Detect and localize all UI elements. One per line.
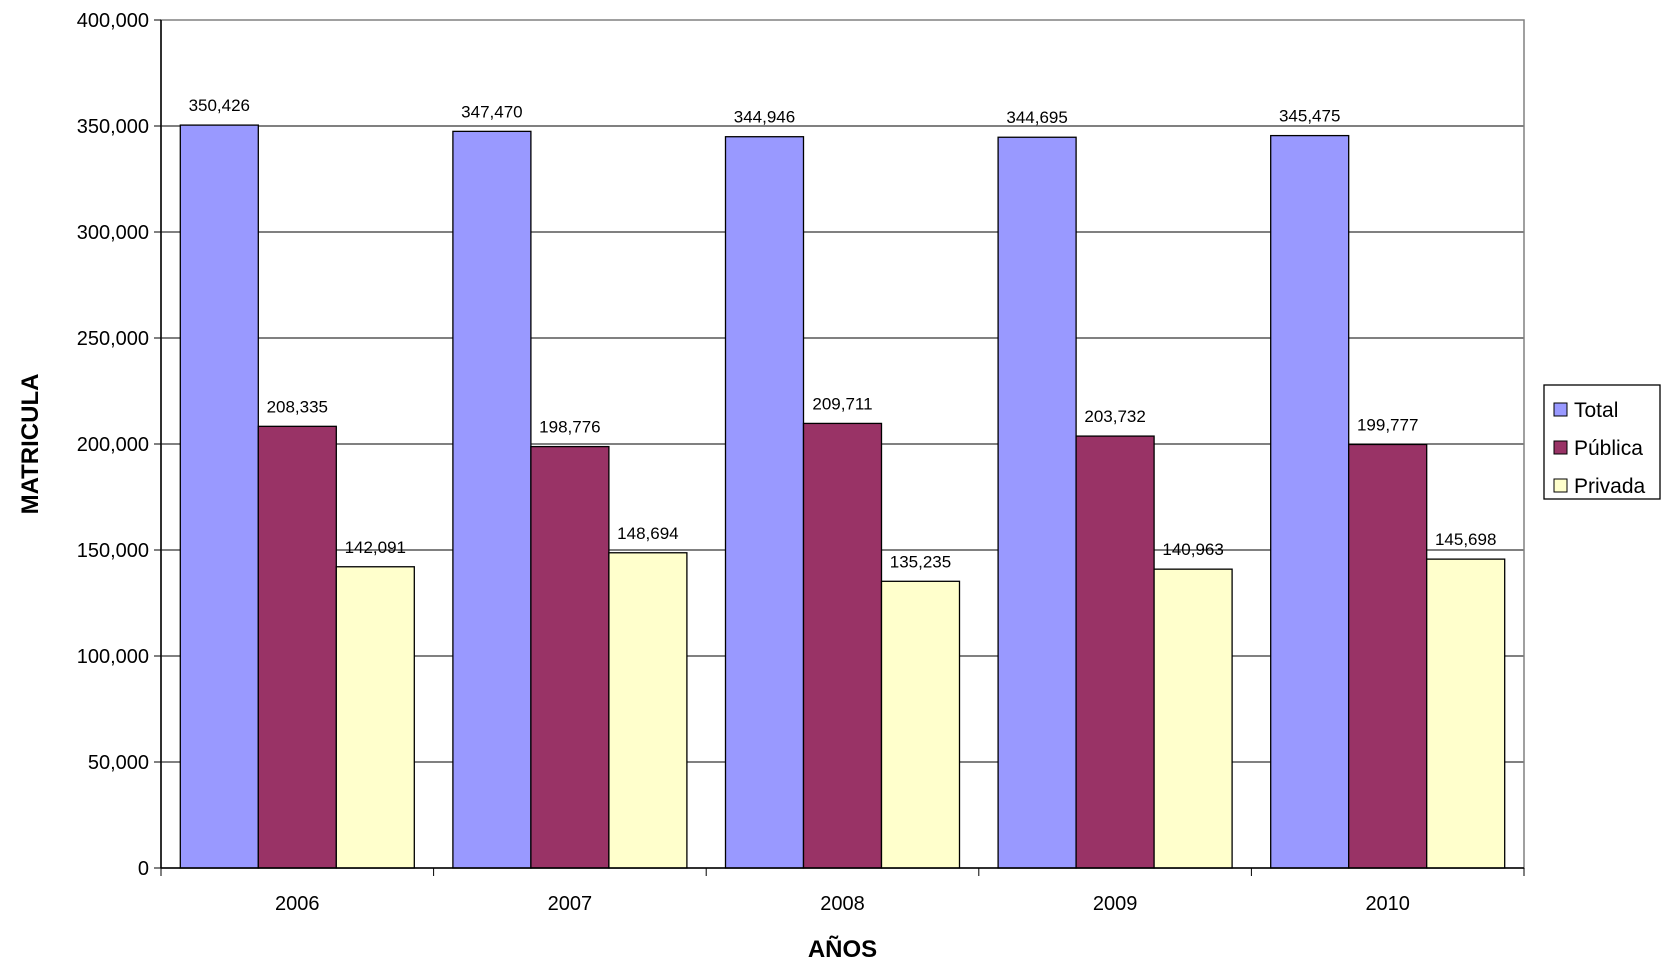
data-label: 208,335	[267, 397, 328, 416]
data-label: 209,711	[812, 394, 872, 413]
legend: Total Pública Privada	[1543, 384, 1661, 500]
legend-swatch	[1553, 402, 1568, 417]
bar-p-blica	[1348, 443, 1428, 869]
data-label: 140,963	[1162, 540, 1223, 559]
legend-entry: Privada	[1574, 475, 1646, 498]
data-label: 347,470	[461, 102, 522, 121]
x-tick-label: 2006	[275, 893, 320, 915]
bar-total	[997, 136, 1077, 869]
bar-privada	[1426, 558, 1506, 869]
data-label: 142,091	[345, 538, 406, 557]
y-tick-label: 350,000	[77, 116, 149, 138]
bars	[179, 124, 1506, 869]
bar-privada	[608, 552, 688, 869]
data-label: 203,732	[1084, 407, 1145, 426]
data-label: 199,777	[1357, 415, 1418, 434]
data-label: 344,946	[734, 108, 795, 127]
bar-p-blica	[802, 422, 883, 869]
data-label: 145,698	[1435, 530, 1496, 549]
legend-swatch	[1553, 440, 1568, 455]
legend-entry: Total	[1574, 399, 1618, 422]
bar-total	[452, 130, 532, 869]
bar-privada	[335, 566, 415, 869]
y-tick-label: 400,000	[77, 10, 149, 32]
bar-privada	[1153, 568, 1233, 869]
data-label: 344,695	[1006, 108, 1067, 127]
x-tick-label: 2008	[820, 893, 865, 915]
y-tick-label: 0	[138, 858, 149, 880]
data-label: 198,776	[539, 418, 600, 437]
x-tick-label: 2010	[1365, 893, 1410, 915]
y-tick-label: 150,000	[77, 540, 149, 562]
x-tick-label: 2007	[548, 893, 593, 915]
bar-p-blica	[530, 445, 610, 869]
data-label: 135,235	[890, 552, 951, 571]
bar-p-blica	[257, 425, 337, 869]
y-tick-label: 250,000	[77, 328, 149, 350]
bar-total	[179, 124, 259, 869]
y-tick-label: 50,000	[88, 752, 149, 774]
bar-p-blica	[1075, 435, 1155, 869]
y-axis-title: MATRICULA	[17, 374, 44, 515]
axes: 0 50,000 100,000 150,000 200,000 250,000 300,0…	[77, 10, 1525, 915]
bar-privada	[880, 580, 961, 869]
bar-total	[724, 136, 805, 869]
x-tick-label: 2009	[1093, 893, 1138, 915]
data-label: 345,475	[1279, 107, 1340, 126]
x-axis-title: AÑOS	[808, 935, 877, 963]
y-tick-label: 200,000	[77, 434, 149, 456]
data-labels: 350,426 347,470 344,946 344,695 345,475 208,3…	[189, 96, 1497, 571]
legend-swatch	[1553, 478, 1568, 493]
legend-entry: Pública	[1574, 437, 1643, 460]
bar-total	[1270, 134, 1350, 869]
data-label: 350,426	[189, 96, 250, 115]
y-tick-label: 100,000	[77, 646, 149, 668]
data-label: 148,694	[617, 524, 678, 543]
y-tick-label: 300,000	[77, 222, 149, 244]
